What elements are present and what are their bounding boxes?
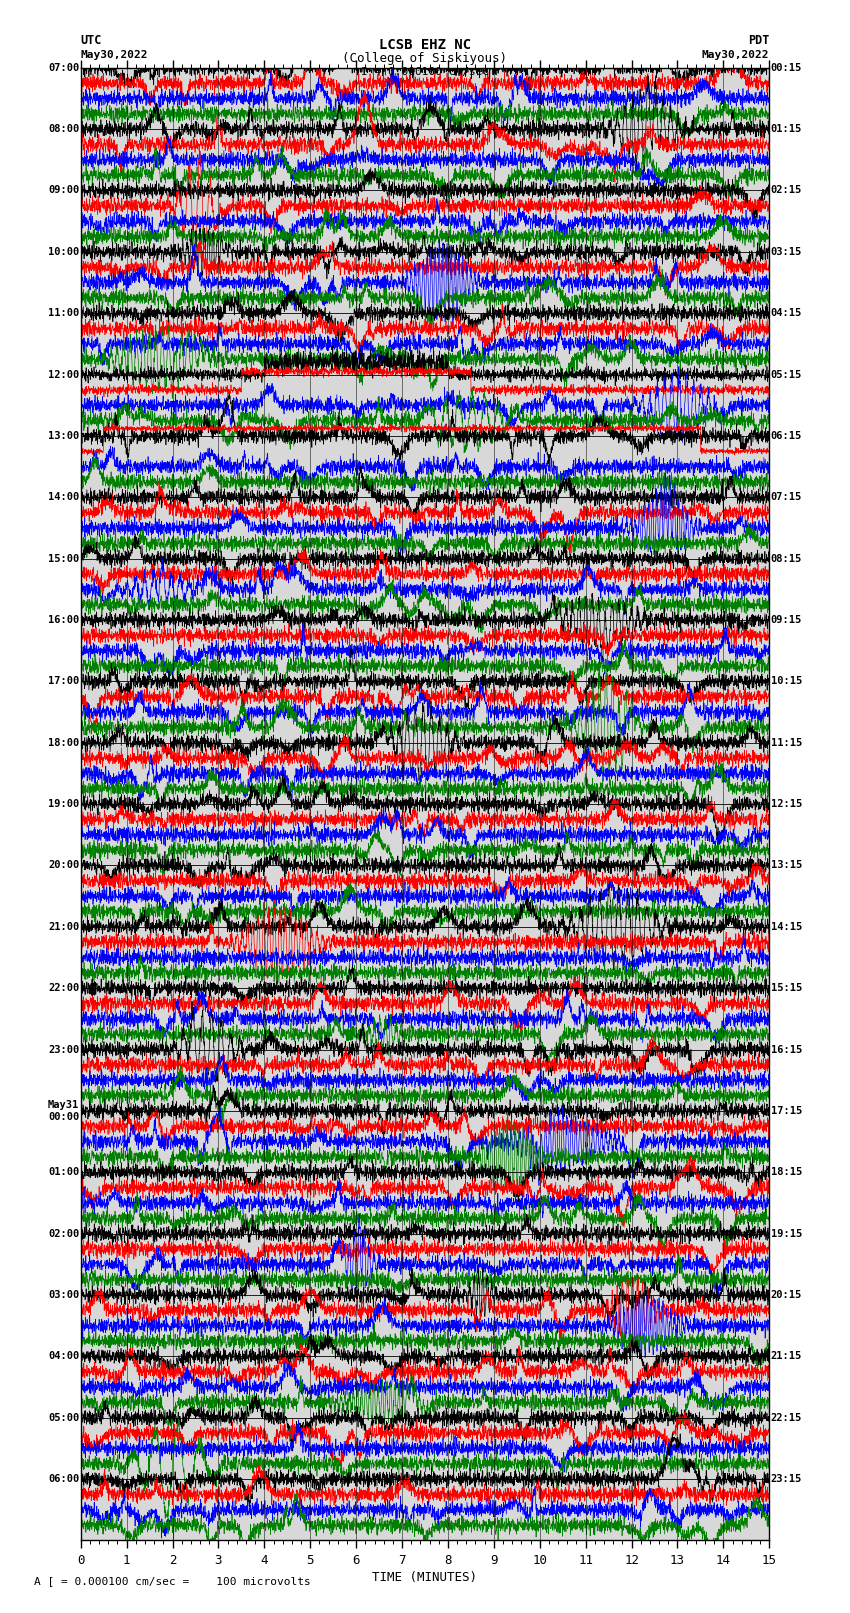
Text: 05:15: 05:15 [771,369,802,379]
Text: 07:00: 07:00 [48,63,79,73]
Text: 18:00: 18:00 [48,737,79,748]
Text: 20:00: 20:00 [48,860,79,871]
Text: 19:15: 19:15 [771,1229,802,1239]
Text: 13:15: 13:15 [771,860,802,871]
Text: 15:00: 15:00 [48,553,79,563]
Text: A [ = 0.000100 cm/sec =    100 microvolts: A [ = 0.000100 cm/sec = 100 microvolts [34,1576,311,1586]
Text: 23:15: 23:15 [771,1474,802,1484]
Text: 11:00: 11:00 [48,308,79,318]
Text: 02:15: 02:15 [771,185,802,195]
Text: 16:00: 16:00 [48,615,79,624]
Text: 14:00: 14:00 [48,492,79,502]
Text: 00:15: 00:15 [771,63,802,73]
Text: 21:15: 21:15 [771,1352,802,1361]
Text: 11:15: 11:15 [771,737,802,748]
Text: 05:00: 05:00 [48,1413,79,1423]
Text: 03:00: 03:00 [48,1290,79,1300]
Text: 12:15: 12:15 [771,798,802,810]
Text: 17:00: 17:00 [48,676,79,687]
Text: 10:00: 10:00 [48,247,79,256]
Text: LCSB EHZ NC: LCSB EHZ NC [379,37,471,52]
Text: 20:15: 20:15 [771,1290,802,1300]
Text: May30,2022: May30,2022 [81,50,148,60]
Text: 13:00: 13:00 [48,431,79,440]
Text: 08:15: 08:15 [771,553,802,563]
Text: 17:15: 17:15 [771,1107,802,1116]
Text: 01:15: 01:15 [771,124,802,134]
Text: 22:15: 22:15 [771,1413,802,1423]
Text: 06:15: 06:15 [771,431,802,440]
Text: 04:15: 04:15 [771,308,802,318]
Text: 23:00: 23:00 [48,1045,79,1055]
Text: 21:00: 21:00 [48,921,79,932]
Text: 16:15: 16:15 [771,1045,802,1055]
Text: May30,2022: May30,2022 [702,50,769,60]
Text: PDT: PDT [748,34,769,47]
Text: 08:00: 08:00 [48,124,79,134]
X-axis label: TIME (MINUTES): TIME (MINUTES) [372,1571,478,1584]
Text: 18:15: 18:15 [771,1168,802,1177]
Text: 01:00: 01:00 [48,1168,79,1177]
Text: 15:15: 15:15 [771,984,802,994]
Text: 09:15: 09:15 [771,615,802,624]
Text: 09:00: 09:00 [48,185,79,195]
Text: 22:00: 22:00 [48,984,79,994]
Text: 04:00: 04:00 [48,1352,79,1361]
Text: 14:15: 14:15 [771,921,802,932]
Text: (College of Siskiyous): (College of Siskiyous) [343,52,507,65]
Text: May31
00:00: May31 00:00 [48,1100,79,1121]
Text: 12:00: 12:00 [48,369,79,379]
Text: 19:00: 19:00 [48,798,79,810]
Text: 02:00: 02:00 [48,1229,79,1239]
Text: 10:15: 10:15 [771,676,802,687]
Text: 06:00: 06:00 [48,1474,79,1484]
Text: I = 0.000100 cm/sec: I = 0.000100 cm/sec [361,68,489,77]
Text: 03:15: 03:15 [771,247,802,256]
Text: 07:15: 07:15 [771,492,802,502]
Text: UTC: UTC [81,34,102,47]
